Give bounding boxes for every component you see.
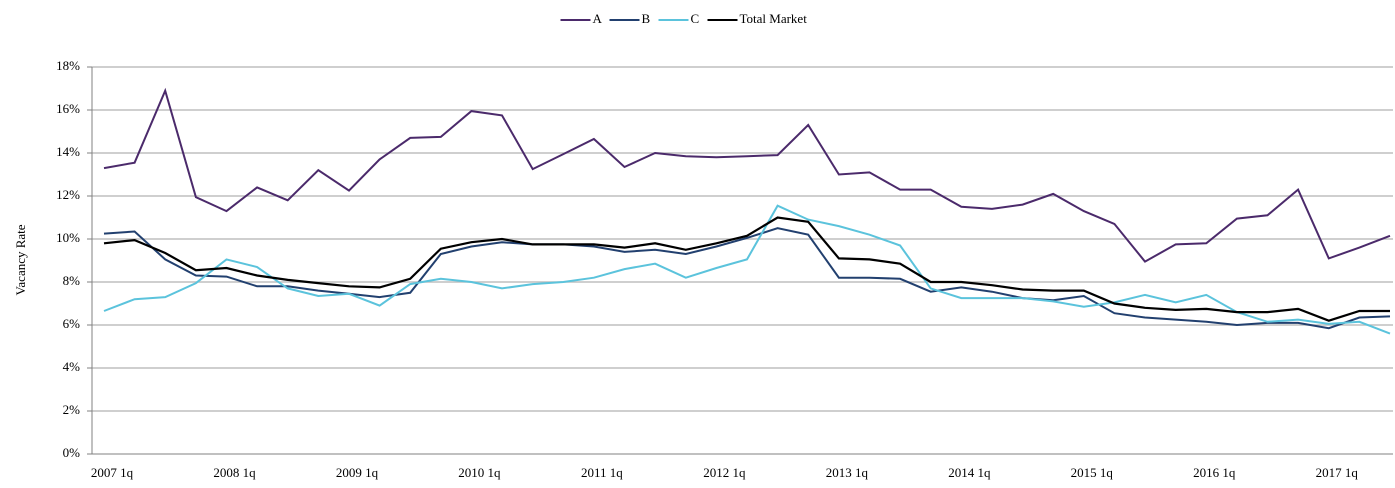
y-tick-label: 10% [56,230,80,245]
legend-label: A [593,11,603,26]
series-line [103,87,1391,263]
x-tick-label: 2010 1q [458,465,501,480]
x-tick-label: 2016 1q [1193,465,1236,480]
x-tick-label: 2012 1q [703,465,746,480]
y-tick-label: 6% [63,316,81,331]
legend-label: B [642,11,651,26]
y-tick-label: 4% [63,359,81,374]
y-tick-label: 18% [56,58,80,73]
series-line [103,216,1390,322]
series-line [103,227,1391,330]
y-tick-label: 12% [56,187,80,202]
x-tick-label: 2015 1q [1071,465,1114,480]
x-tick-label: 2013 1q [826,465,869,480]
x-tick-label: 2017 1q [1316,465,1359,480]
x-tick-label: 2009 1q [336,465,379,480]
series-line [103,204,1391,335]
x-tick-label: 2008 1q [213,465,256,480]
y-tick-label: 0% [63,445,81,460]
x-tick-label: 2007 1q [91,465,134,480]
y-axis-label: Vacancy Rate [13,224,28,295]
y-tick-label: 16% [56,101,80,116]
legend-label: C [691,11,700,26]
y-tick-label: 14% [56,144,80,159]
legend-label: Total Market [740,11,808,26]
x-tick-label: 2011 1q [581,465,623,480]
y-tick-label: 8% [63,273,81,288]
y-tick-label: 2% [63,402,81,417]
x-tick-label: 2014 1q [948,465,991,480]
